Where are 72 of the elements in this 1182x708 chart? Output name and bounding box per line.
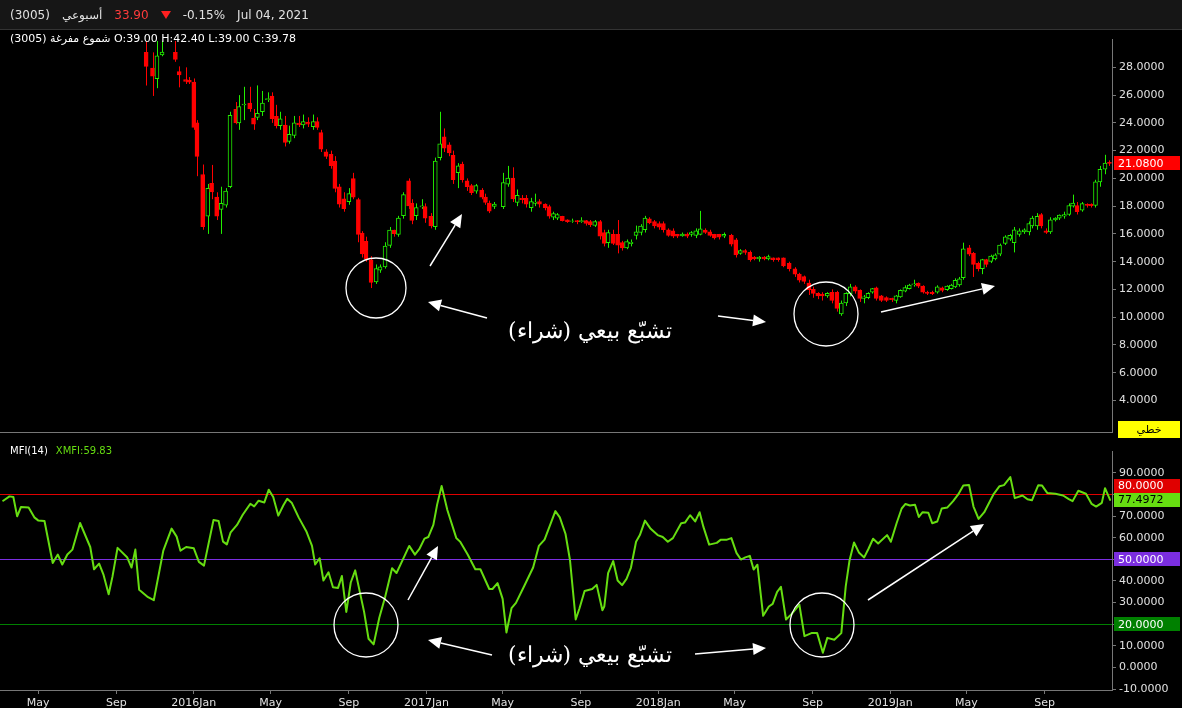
y-tick-label: 60.0000 [1119, 530, 1165, 544]
candlestick [437, 111, 443, 161]
x-tick-label: May [491, 696, 515, 708]
annotation: تشبّع بيعي (شراء) [507, 317, 673, 343]
y-tick-label: 30.0000 [1119, 595, 1165, 609]
x-tick-label: 2017Jan [403, 696, 449, 708]
y-tick-label: 14.0000 [1119, 254, 1165, 268]
y-tick-label: 10.0000 [1119, 638, 1165, 652]
candlestick [291, 115, 297, 139]
x-tick-label: 2016Jan [171, 696, 217, 708]
y-tick-label: 6.0000 [1119, 365, 1158, 379]
candlestick [341, 191, 347, 213]
candlestick [176, 65, 182, 88]
candlestick [247, 86, 253, 113]
y-tick-label: 26.0000 [1119, 87, 1165, 101]
candlestick [150, 51, 155, 97]
ref-line-label: 80.0000 [1118, 479, 1164, 493]
y-tick-label: 90.0000 [1119, 465, 1165, 479]
y-tick-label: 70.0000 [1119, 508, 1165, 522]
x-tick-label: 2019Jan [867, 696, 913, 708]
x-tick-label: Sep [105, 696, 127, 708]
x-tick-label: May [26, 696, 50, 708]
y-tick-label: 40.0000 [1119, 573, 1165, 587]
text: 21.0800 [1118, 156, 1164, 170]
chart-subtitle: شموع مفرغة (3005) O:39.00 H:42.40 L:39.00 C:39.78 [10, 32, 296, 45]
candlestick [697, 210, 703, 236]
x-tick-label: May [723, 696, 747, 708]
candlestick [500, 172, 506, 210]
chart-title: أسبوعي [61, 7, 103, 22]
y-tick-label: 0.0000 [1119, 660, 1158, 674]
candlestick [510, 166, 516, 203]
ref-line-label: 50.0000 [1118, 552, 1164, 566]
candlestick [350, 172, 356, 200]
candlestick [971, 251, 976, 278]
candlestick [387, 226, 392, 249]
x-tick-label: May [955, 696, 979, 708]
candlestick [241, 86, 247, 121]
y-tick-label: 18.0000 [1119, 199, 1165, 213]
y-tick-label: 10.0000 [1119, 310, 1165, 324]
x-tick-label: May [259, 696, 283, 708]
candlestick [260, 90, 265, 117]
candlestick [401, 191, 406, 220]
chart-title: MFI(14) [10, 445, 48, 456]
candlestick [255, 84, 260, 121]
x-tick-label: 2018Jan [635, 696, 681, 708]
y-tick-label: 8.0000 [1119, 337, 1158, 351]
candlestick [223, 187, 228, 209]
x-tick-label: Sep [570, 696, 592, 708]
annotation: تشبّع بيعي (شراء) [507, 641, 673, 667]
y-tick-label: -10.0000 [1119, 681, 1169, 695]
candlestick [282, 115, 288, 147]
text: Jul 04, 2021 [237, 7, 309, 22]
candlestick [209, 164, 214, 200]
candlestick [214, 191, 220, 221]
text: (3005) [10, 7, 50, 22]
text: -0.15% [182, 7, 226, 22]
text: 77.4972 [1118, 493, 1164, 507]
x-tick-label: Sep [802, 696, 824, 708]
text: خطي [1118, 421, 1180, 438]
candlestick [173, 40, 178, 63]
text: 33.90 [114, 7, 149, 22]
x-tick-label: Sep [1034, 696, 1056, 708]
y-tick-label: 28.0000 [1119, 60, 1165, 74]
y-tick-label: 12.0000 [1119, 282, 1165, 296]
x-tick-label: Sep [338, 696, 360, 708]
y-tick-label: 4.0000 [1119, 393, 1158, 407]
text: XMFI:59.83 [55, 445, 113, 456]
y-tick-label: 22.0000 [1119, 143, 1165, 157]
candlestick [251, 108, 256, 131]
y-tick-label: 24.0000 [1119, 115, 1165, 129]
y-tick-label: 16.0000 [1119, 226, 1165, 240]
y-tick-label: 20.0000 [1119, 171, 1165, 185]
